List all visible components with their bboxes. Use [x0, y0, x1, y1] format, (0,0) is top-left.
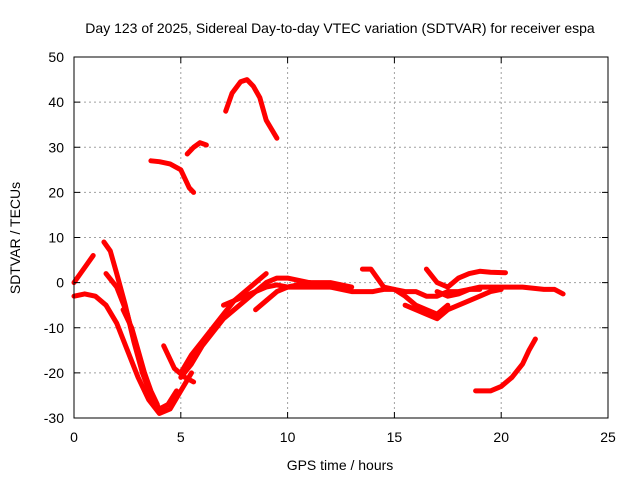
series-arc-12	[184, 140, 209, 157]
series-arc-8	[178, 271, 269, 376]
y-tick-label: -10	[44, 320, 64, 336]
series-arc-2	[71, 291, 194, 416]
series-arc-17	[423, 266, 508, 290]
series-arc-11	[148, 158, 197, 195]
series-arc-19	[473, 336, 538, 394]
series-arc-5	[120, 307, 160, 407]
series-arc-13	[223, 77, 280, 141]
x-tick-label: 5	[177, 429, 185, 445]
x-axis-label: GPS time / hours	[287, 457, 394, 473]
series-arc-16	[402, 286, 504, 322]
series-layer	[71, 77, 566, 416]
grid	[74, 57, 608, 418]
series-arc-18	[434, 284, 566, 299]
x-tick-label: 25	[600, 429, 616, 445]
x-tick-label: 15	[387, 429, 403, 445]
series-arc-15	[359, 266, 451, 317]
x-tick-label: 0	[70, 429, 78, 445]
axes: 0 5 10 15 20 25 -30 -20 -10 0 10 20 30 40 50	[44, 49, 616, 445]
y-tick-label: -30	[44, 410, 64, 426]
y-tick-label: 20	[48, 184, 64, 200]
series-arc-10	[253, 280, 333, 313]
y-tick-label: 10	[48, 230, 64, 246]
x-tick-label: 10	[280, 429, 296, 445]
chart-title: Day 123 of 2025, Sidereal Day-to-day VTE…	[85, 20, 595, 36]
x-tick-label: 20	[493, 429, 509, 445]
y-tick-label: 40	[48, 94, 64, 110]
y-axis-label: SDTVAR / TECUs	[7, 182, 23, 294]
series-arc-1	[71, 253, 96, 286]
y-tick-label: -20	[44, 365, 64, 381]
series-arc-7	[178, 280, 323, 380]
y-tick-label: 30	[48, 139, 64, 155]
y-tick-label: 50	[48, 49, 64, 65]
y-tick-label: 0	[56, 275, 64, 291]
